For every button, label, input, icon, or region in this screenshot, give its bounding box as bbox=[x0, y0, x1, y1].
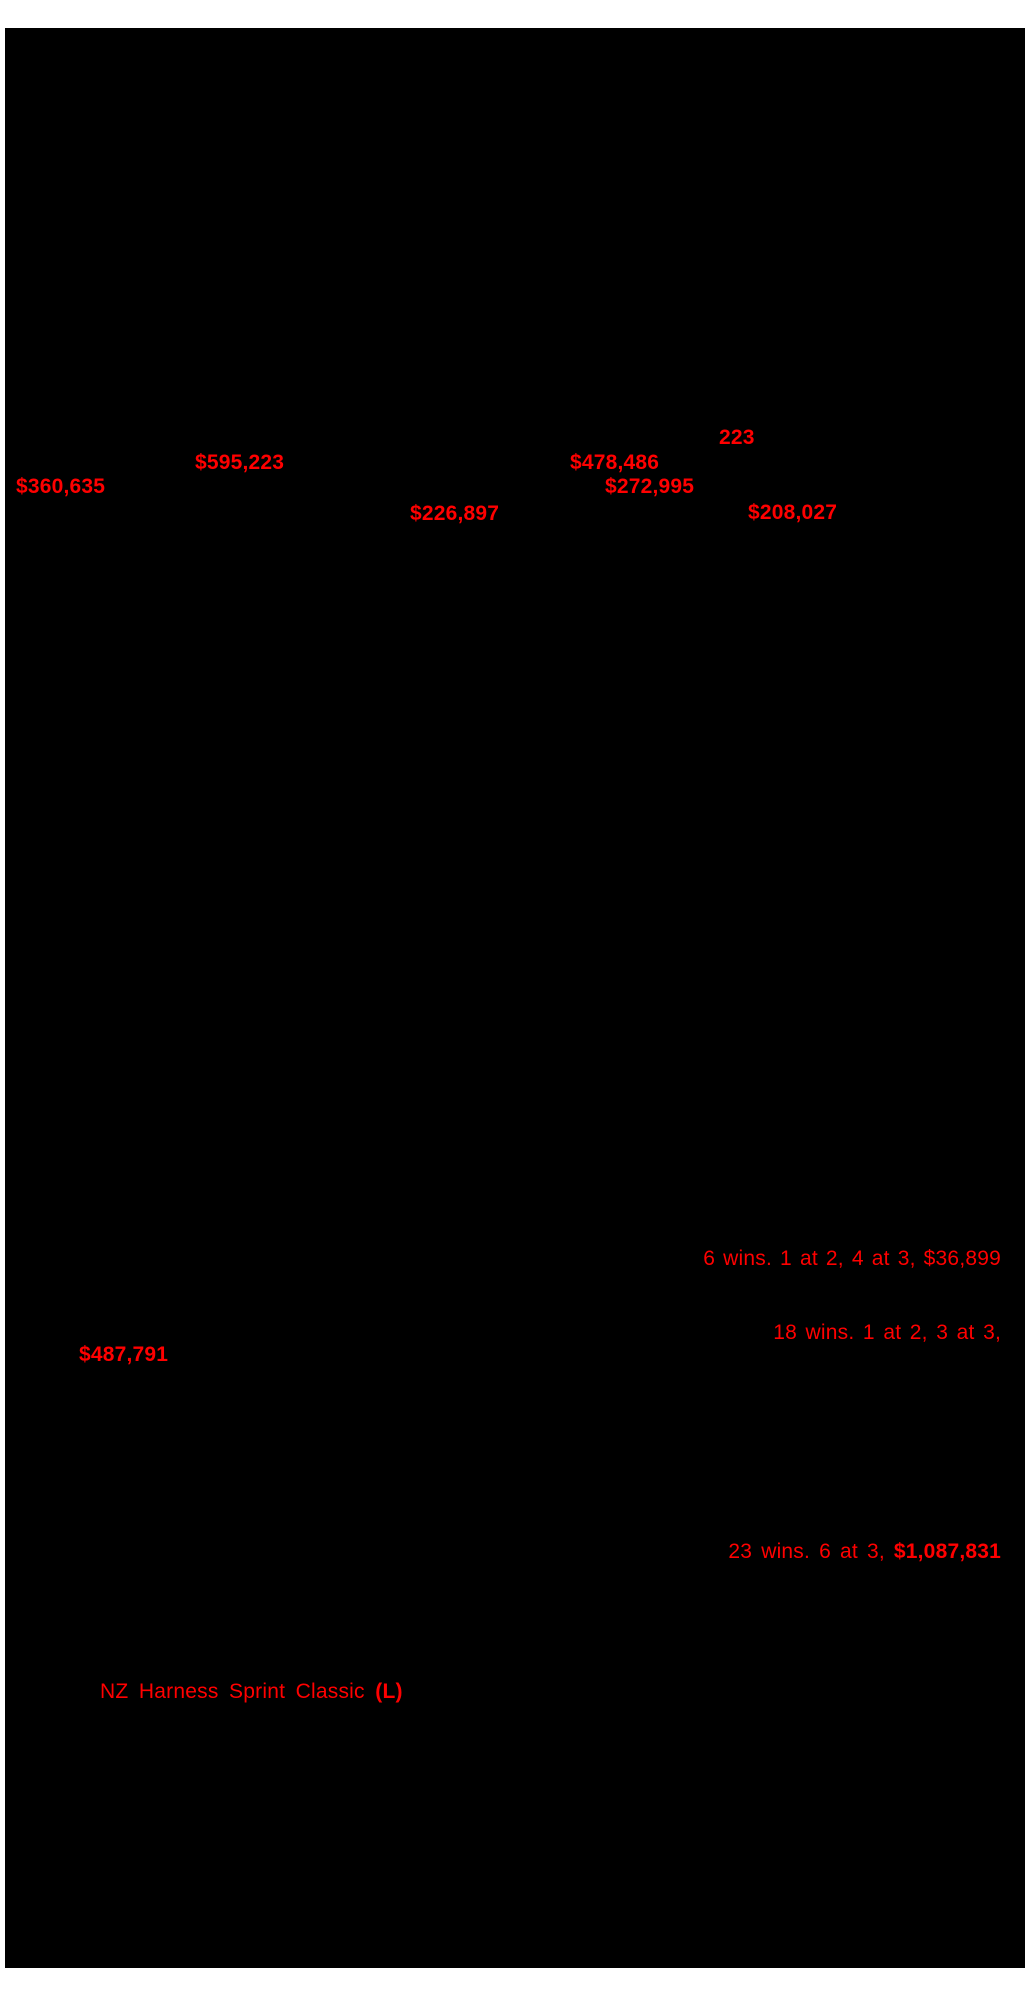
race-record-line: 6 wins. 1 at 2, 4 at 3, $36,899 bbox=[703, 1247, 1001, 1270]
stakes-race-name: NZ Harness Sprint Classic bbox=[100, 1680, 376, 1703]
prize-amount: $478,486 bbox=[570, 451, 660, 474]
prize-amount: $226,897 bbox=[410, 502, 500, 525]
pedigree-dark-panel bbox=[5, 28, 1025, 1968]
prize-amount: $595,223 bbox=[195, 451, 285, 474]
prize-amount: $360,635 bbox=[16, 475, 106, 498]
race-record-amount: $1,087,831 bbox=[893, 1540, 1001, 1563]
prize-amount: $208,027 bbox=[748, 501, 838, 524]
stakes-race-grade: (L) bbox=[375, 1680, 403, 1703]
race-record-line: 23 wins. 6 at 3, $1,087,831 bbox=[728, 1541, 1001, 1563]
race-record-line: 18 wins. 1 at 2, 3 at 3, bbox=[773, 1321, 1001, 1344]
stakes-race-line: NZ Harness Sprint Classic (L) bbox=[100, 1681, 403, 1703]
prize-amount-fragment: 223 bbox=[719, 426, 755, 449]
prize-amount: $272,995 bbox=[605, 475, 695, 498]
race-record-amount: $487,791 bbox=[79, 1343, 169, 1366]
race-record-text: 23 wins. 6 at 3, bbox=[728, 1540, 894, 1563]
